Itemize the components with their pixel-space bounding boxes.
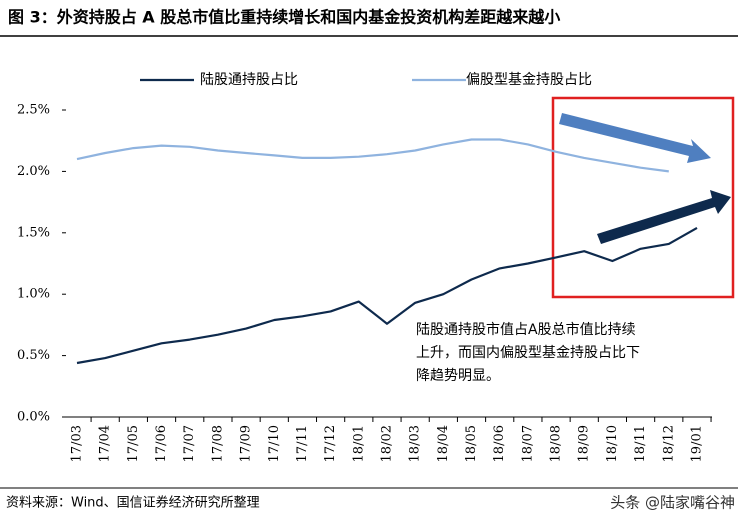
annotation: 陆股通持股市值占A股总市值比持续: [416, 321, 636, 338]
x-tick-label: 17/10: [267, 425, 282, 462]
x-tick-label: 18/06: [492, 425, 507, 462]
y-tick-label: 0.0%: [17, 410, 50, 425]
chart-title: 图 3：外资持股占 A 股总市值比重持续增长和国内基金投资机构差距越来越小: [8, 8, 560, 27]
legend-label: 陆股通持股占比: [200, 72, 298, 88]
x-tick-label: 18/02: [379, 425, 394, 462]
down-arrow: [559, 113, 711, 163]
x-tick-label: 19/01: [689, 425, 704, 462]
x-tick-label: 18/08: [549, 425, 564, 462]
y-tick-label: 1.5%: [17, 225, 50, 240]
x-tick-label: 18/11: [633, 425, 648, 462]
watermark: 头条 @陆家嘴谷神: [610, 494, 735, 512]
y-tick-label: 2.0%: [17, 164, 50, 179]
x-tick-label: 17/09: [239, 425, 254, 462]
x-tick-label: 18/09: [577, 425, 592, 462]
series-line: [76, 138, 669, 173]
y-tick-label: 2.5%: [17, 103, 50, 118]
highlight-box: [551, 96, 735, 299]
legend-label: 偏股型基金持股占比: [466, 71, 592, 88]
x-tick-label: 18/05: [464, 425, 479, 462]
x-tick-label: 17/07: [182, 425, 197, 462]
x-tick-label: 18/03: [408, 425, 423, 462]
x-tick-label: 17/04: [98, 425, 113, 462]
y-tick-label: 0.5%: [17, 348, 50, 363]
x-tick-label: 17/11: [295, 425, 310, 462]
x-tick-label: 18/07: [520, 425, 535, 462]
x-tick-label: 17/05: [126, 425, 141, 462]
annotation: 上升，而国内偏股型基金持股占比下: [416, 344, 640, 361]
y-tick-label: 1.0%: [17, 287, 50, 302]
x-tick-label: 18/01: [351, 425, 366, 462]
annotation: 降趋势明显。: [416, 368, 500, 384]
x-tick-label: 17/08: [210, 425, 225, 462]
x-tick-label: 18/12: [661, 425, 676, 462]
x-tick-label: 18/04: [436, 425, 451, 462]
x-tick-label: 17/12: [323, 425, 338, 462]
arrows: [559, 113, 731, 244]
x-tick-label: 18/10: [605, 425, 620, 462]
up-arrow: [597, 190, 731, 244]
x-tick-label: 17/03: [70, 425, 85, 462]
x-tick-label: 17/06: [154, 425, 169, 462]
source: 资料来源：Wind、国信证券经济研究所整理: [6, 495, 260, 511]
series-line: [76, 226, 698, 365]
